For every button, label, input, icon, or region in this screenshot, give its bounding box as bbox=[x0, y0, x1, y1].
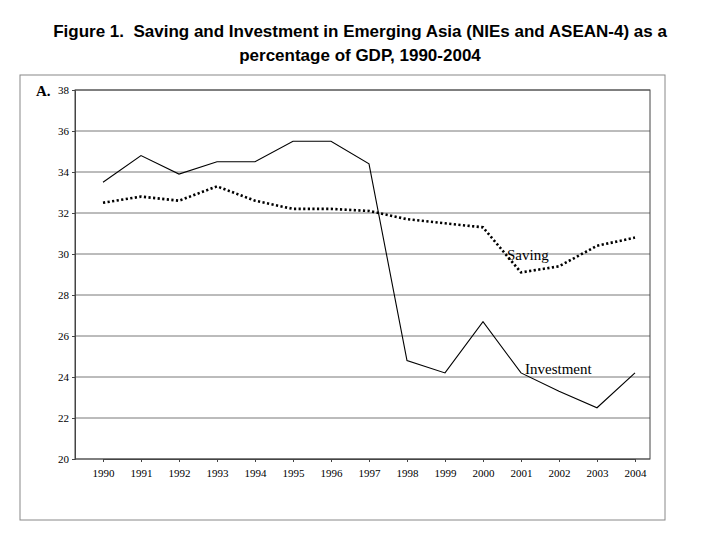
y-tick-mark bbox=[72, 90, 75, 91]
y-tick: 32 bbox=[58, 207, 75, 219]
chart-title: Figure 1. Saving and Investment in Emerg… bbox=[40, 20, 680, 68]
chart-svg: A.20222426283032343638199019911992199319… bbox=[0, 0, 720, 540]
x-tick: 1991 bbox=[131, 459, 153, 479]
plot-frame bbox=[75, 90, 650, 459]
y-tick: 34 bbox=[58, 166, 75, 178]
grid-line bbox=[75, 254, 650, 255]
x-tick: 1995 bbox=[283, 459, 306, 479]
x-tick-label: 1999 bbox=[435, 467, 458, 479]
x-tick-label: 2000 bbox=[473, 467, 496, 479]
grid bbox=[75, 90, 650, 459]
y-tick-label: 36 bbox=[58, 125, 70, 137]
x-tick: 1993 bbox=[207, 459, 230, 479]
y-tick-mark bbox=[72, 131, 75, 132]
x-tick-label: 2002 bbox=[549, 467, 571, 479]
y-tick-label: 24 bbox=[58, 371, 70, 383]
y-tick: 28 bbox=[58, 289, 75, 301]
x-tick: 1996 bbox=[321, 459, 344, 479]
y-tick-label: 26 bbox=[58, 330, 70, 342]
y-tick-label: 38 bbox=[58, 84, 70, 96]
y-tick-mark bbox=[72, 459, 75, 460]
x-tick-mark bbox=[407, 459, 408, 462]
x-tick-label: 1992 bbox=[169, 467, 191, 479]
x-axis-line bbox=[104, 460, 636, 463]
x-tick: 2003 bbox=[587, 459, 610, 479]
x-tick-label: 1996 bbox=[321, 467, 344, 479]
x-tick-label: 2001 bbox=[511, 467, 533, 479]
grid-line bbox=[75, 131, 650, 132]
x-tick: 2004 bbox=[625, 459, 648, 479]
grid-line bbox=[75, 172, 650, 173]
x-tick-mark bbox=[217, 459, 218, 462]
x-tick-mark bbox=[103, 459, 104, 462]
x-tick-label: 1997 bbox=[359, 467, 382, 479]
x-tick-label: 1995 bbox=[283, 467, 306, 479]
series-label: Saving bbox=[507, 247, 549, 263]
x-tick-mark bbox=[445, 459, 446, 462]
x-tick-mark bbox=[369, 459, 370, 462]
x-tick-mark bbox=[141, 459, 142, 462]
series-line bbox=[103, 186, 635, 272]
y-tick-label: 20 bbox=[58, 453, 70, 465]
y-tick-label: 22 bbox=[58, 412, 69, 424]
x-tick-label: 1991 bbox=[131, 467, 153, 479]
x-axis: 1990 1991 1992 1993 1994 1995 1996 1997 1998 1999… bbox=[93, 459, 648, 479]
y-tick-mark bbox=[72, 336, 75, 337]
y-tick-mark bbox=[72, 254, 75, 255]
y-tick: 24 bbox=[58, 371, 75, 383]
x-tick: 1992 bbox=[169, 459, 191, 479]
y-tick-mark bbox=[72, 418, 75, 419]
grid-line bbox=[75, 336, 650, 337]
y-tick: 26 bbox=[58, 330, 75, 342]
y-tick: 22 bbox=[58, 412, 75, 424]
series-label: Investment bbox=[525, 361, 592, 377]
x-tick: 1998 bbox=[397, 459, 420, 479]
x-tick-label: 1994 bbox=[245, 467, 268, 479]
y-tick-label: 32 bbox=[58, 207, 69, 219]
x-tick: 1994 bbox=[245, 459, 268, 479]
x-tick: 1990 bbox=[93, 459, 116, 479]
grid-line bbox=[75, 213, 650, 214]
y-tick: 38 bbox=[58, 84, 75, 96]
x-tick: 2000 bbox=[473, 459, 496, 479]
y-tick: 36 bbox=[58, 125, 75, 137]
x-tick-mark bbox=[521, 459, 522, 462]
y-tick-mark bbox=[72, 172, 75, 173]
y-tick-mark bbox=[72, 213, 75, 214]
grid-line bbox=[75, 418, 650, 419]
lines bbox=[103, 141, 635, 408]
y-tick-label: 34 bbox=[58, 166, 70, 178]
y-tick: 30 bbox=[58, 248, 75, 260]
y-tick-mark bbox=[72, 295, 75, 296]
y-axis: 20 22 24 26 28 30 32 34 36 38 bbox=[58, 84, 76, 465]
x-tick-label: 1993 bbox=[207, 467, 230, 479]
x-tick-mark bbox=[293, 459, 294, 462]
x-tick-mark bbox=[179, 459, 180, 462]
y-tick-label: 30 bbox=[58, 248, 70, 260]
y-tick-label: 28 bbox=[58, 289, 70, 301]
x-tick-mark bbox=[635, 459, 636, 462]
x-tick-mark bbox=[255, 459, 256, 462]
x-tick-mark bbox=[597, 459, 598, 462]
chart-frame bbox=[20, 75, 665, 520]
x-tick-label: 1990 bbox=[93, 467, 116, 479]
panel-label: A. bbox=[36, 83, 51, 99]
series-line bbox=[103, 141, 635, 408]
x-tick-mark bbox=[559, 459, 560, 462]
x-tick-label: 2003 bbox=[587, 467, 610, 479]
grid-line bbox=[75, 295, 650, 296]
x-tick-mark bbox=[331, 459, 332, 462]
x-tick-label: 2004 bbox=[625, 467, 648, 479]
x-tick-label: 1998 bbox=[397, 467, 420, 479]
x-tick: 2002 bbox=[549, 459, 571, 479]
x-tick-mark bbox=[483, 459, 484, 462]
y-axis-line bbox=[72, 91, 76, 460]
x-tick: 2001 bbox=[511, 459, 533, 479]
y-tick-mark bbox=[72, 377, 75, 378]
x-tick: 1997 bbox=[359, 459, 382, 479]
x-tick: 1999 bbox=[435, 459, 458, 479]
y-tick: 20 bbox=[58, 453, 75, 465]
